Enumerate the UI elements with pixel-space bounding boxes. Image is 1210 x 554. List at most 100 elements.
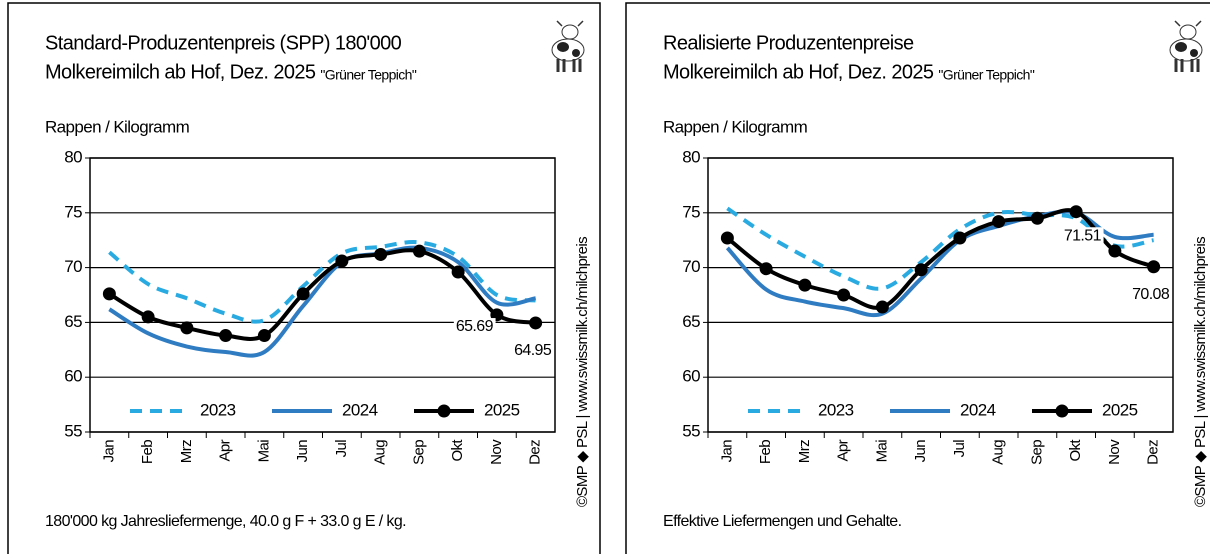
data-point — [720, 231, 734, 245]
data-point — [529, 316, 543, 330]
subtitle-note: "Grüner Teppich" — [320, 67, 416, 83]
data-point — [759, 262, 773, 276]
data-label-bg — [512, 342, 554, 360]
x-tick-label: Mrz — [796, 440, 813, 463]
y-tick-label: 55 — [682, 421, 700, 440]
chart-panel: Standard-Produzentenpreis (SPP) 180'000 M… — [7, 2, 601, 554]
series-line — [108, 245, 537, 358]
y-tick-label: 75 — [64, 202, 82, 221]
footnote: 180'000 kg Jahresliefermenge, 40.0 g F +… — [45, 513, 406, 530]
data-point — [219, 329, 233, 343]
legend-label: 2025 — [484, 400, 520, 419]
cow-body — [1169, 38, 1203, 62]
cow-spot — [1175, 42, 1187, 52]
subtitle-note: "Grüner Teppich" — [938, 67, 1034, 83]
cow-horns — [1174, 20, 1202, 27]
y-tick-label: 60 — [64, 367, 82, 386]
y-tick-label: 60 — [682, 367, 700, 386]
footnote: Effektive Liefermengen und Gehalte. — [663, 513, 901, 530]
x-tick-label: Jun — [294, 440, 311, 463]
chart-subtitle: Molkereimilch ab Hof, Dez. 2025 — [663, 61, 934, 83]
data-point — [953, 231, 967, 245]
x-tick-label: Feb — [757, 440, 774, 464]
legend-label: 2025 — [1102, 400, 1138, 419]
y-tick-label: 65 — [64, 312, 82, 331]
x-tick-label: Mai — [873, 440, 890, 463]
x-tick-label: Aug — [372, 440, 389, 465]
x-tick-label: Apr — [217, 439, 234, 461]
data-point — [1030, 211, 1044, 225]
legend-marker — [1055, 404, 1069, 418]
data-label: 70.08 — [1132, 286, 1170, 303]
data-point — [875, 300, 889, 314]
x-tick-label: Jun — [912, 440, 929, 463]
data-label: 65.69 — [456, 318, 494, 335]
legend-label: 2024 — [342, 400, 378, 419]
legend-label: 2023 — [200, 400, 236, 419]
panel-border — [625, 2, 1210, 554]
series-line — [726, 206, 1155, 291]
y-tick-label: 80 — [682, 147, 700, 166]
y-tick-label: 70 — [64, 257, 82, 276]
chart-panel: Realisierte Produzentenpreise Molkereimil… — [625, 2, 1210, 554]
data-point — [451, 265, 465, 279]
x-tick-label: Sep — [1028, 440, 1045, 465]
x-tick-label: Okt — [449, 439, 466, 462]
y-tick-label: 65 — [682, 312, 700, 331]
panel-border — [7, 2, 601, 554]
legend-label: 2024 — [960, 400, 996, 419]
y-tick-label: 70 — [682, 257, 700, 276]
data-point — [914, 263, 928, 277]
data-point — [837, 288, 851, 302]
x-tick-label: Mai — [255, 440, 272, 463]
data-point — [102, 287, 116, 301]
x-tick-label: Okt — [1067, 439, 1084, 462]
x-tick-label: Nov — [1106, 439, 1123, 465]
y-tick-label: 55 — [64, 421, 82, 440]
data-point — [992, 215, 1006, 229]
x-tick-label: Dez — [527, 440, 544, 465]
data-point — [180, 321, 194, 335]
series-line — [108, 240, 536, 324]
data-point — [412, 244, 426, 258]
y-axis-label: Rappen / Kilogramm — [45, 117, 190, 136]
cow-spot — [557, 42, 569, 52]
x-tick-label: Jul — [951, 440, 968, 458]
data-point — [257, 329, 271, 343]
legend-marker — [437, 404, 451, 418]
x-tick-label: Sep — [410, 440, 427, 465]
chart-subtitle: Molkereimilch ab Hof, Dez. 2025 — [45, 61, 316, 83]
data-point — [798, 278, 812, 292]
data-point — [1069, 205, 1083, 219]
x-tick-label: Nov — [488, 439, 505, 465]
cow-head — [1179, 24, 1197, 40]
cow-spot — [572, 49, 580, 57]
x-tick-label: Jan — [100, 440, 117, 463]
x-tick-label: Jan — [718, 440, 735, 463]
data-label-bg — [1061, 227, 1104, 245]
source-note: ©SMP ◆ PSL | www.swissmilk.ch/milchpreis — [1192, 237, 1209, 507]
chart-title: Realisierte Produzentenpreise — [663, 32, 914, 54]
cow-horns — [556, 20, 584, 27]
data-point — [1147, 260, 1161, 274]
cow-head — [561, 24, 579, 40]
cow-body — [551, 38, 585, 62]
data-label: 71.51 — [1064, 227, 1102, 244]
legend-label: 2023 — [818, 400, 854, 419]
cow-spot — [1190, 49, 1198, 57]
data-label: 64.95 — [514, 342, 552, 359]
data-point — [374, 247, 388, 261]
x-tick-label: Feb — [139, 440, 156, 464]
source-note: ©SMP ◆ PSL | www.swissmilk.ch/milchpreis — [574, 237, 591, 507]
x-tick-label: Apr — [835, 439, 852, 461]
y-tick-label: 80 — [64, 147, 82, 166]
data-point — [296, 287, 310, 301]
data-point — [335, 254, 349, 268]
x-tick-label: Jul — [333, 440, 350, 458]
y-tick-label: 75 — [682, 202, 700, 221]
data-label-bg — [453, 318, 496, 336]
plot-area — [707, 157, 1174, 433]
data-label-bg — [1130, 285, 1172, 303]
x-tick-label: Mrz — [178, 440, 195, 463]
